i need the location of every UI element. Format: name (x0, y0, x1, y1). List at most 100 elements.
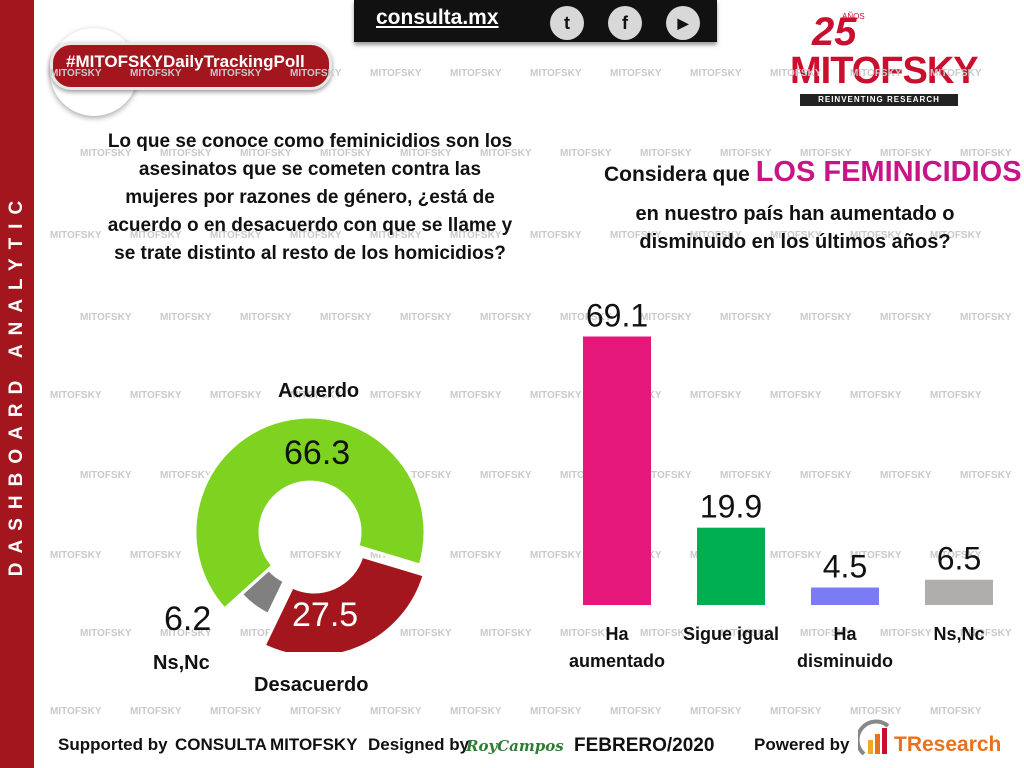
watermark-text: MITOFSKY (880, 148, 932, 159)
facebook-icon[interactable]: f (608, 6, 642, 40)
watermark-text: MITOFSKY (130, 550, 182, 561)
bar-value-label: 69.1 (586, 297, 648, 333)
sidebar: DASHBOARD ANALYTIC (0, 0, 34, 768)
watermark-text: MITOFSKY (320, 312, 372, 323)
watermark-text: MITOFSKY (240, 148, 292, 159)
watermark-text: MITOFSKY (690, 68, 742, 79)
twitter-icon[interactable]: t (550, 6, 584, 40)
logo-anos: AÑOS (842, 12, 865, 21)
bar-sigue-igual (697, 527, 765, 605)
watermark-text: MITOFSKY (960, 628, 1012, 639)
watermark-text: MITOFSKY (80, 628, 132, 639)
footer-designed: Designed by (368, 735, 470, 754)
watermark-text: MITOFSKY (210, 68, 262, 79)
watermark-text: MITOFSKY (640, 148, 692, 159)
tresearch-logo-icon (858, 719, 890, 756)
watermark-text: MITOFSKY (850, 230, 902, 241)
bar-chart: 69.1 Ha aumentado 19.9 Sigue igual 4.5 Ha dismi… (569, 297, 993, 671)
watermark-text: MITOFSKY (960, 148, 1012, 159)
watermark-text: MITOFSKY (560, 312, 612, 323)
watermark-text: MITOFSKY (320, 148, 372, 159)
watermark-text: MITOFSKY (400, 628, 452, 639)
watermark-text: MITOFSKY (770, 390, 822, 401)
watermark-text: MITOFSKY (290, 706, 342, 717)
watermark-text: MITOFSKY (160, 470, 212, 481)
watermark-text: MITOFSKY (80, 470, 132, 481)
header-bar: consulta.mx t f ▶ (354, 0, 717, 42)
watermark-text: MITOFSKY (930, 550, 982, 561)
watermark-text: MITOFSKY (800, 470, 852, 481)
donut-value-nsnc: 6.2 (164, 600, 212, 638)
watermark-text: MITOFSKY (770, 706, 822, 717)
watermark-text: MITOFSKY (560, 148, 612, 159)
watermark-text: MITOFSKY (930, 706, 982, 717)
watermark-text: MITOFSKY (720, 470, 772, 481)
bar-ns-nc (925, 579, 993, 605)
watermark-text: MITOFSKY (160, 312, 212, 323)
watermark-text: MITOFSKY (400, 148, 452, 159)
watermark-text: MITOFSKY (50, 230, 102, 241)
watermark-text: MITOFSKY (400, 312, 452, 323)
watermark-text: MITOFSKY (370, 68, 422, 79)
hashtag-badge: #MITOFSKYDailyTrackingPoll (40, 22, 340, 116)
youtube-icon[interactable]: ▶ (666, 6, 700, 40)
donut-label-desacuerdo: Desacuerdo (254, 674, 369, 696)
donut-slice-acuerdo (193, 415, 427, 612)
bar-category-label: disminuido (797, 651, 893, 671)
donut-slice-desacuerdo (262, 554, 427, 652)
logo-number: 25 (812, 10, 857, 54)
watermark-text: MITOFSKY (960, 470, 1012, 481)
watermark-text: MITOFSKY (610, 68, 662, 79)
watermark-text: MITOFSKY (850, 390, 902, 401)
watermark-text: MITOFSKY (560, 628, 612, 639)
watermark-text: MITOFSKY (370, 390, 422, 401)
hashtag-text: #MITOFSKYDailyTrackingPoll (66, 52, 305, 71)
question-right-highlight: LOS FEMINICIDIOS (755, 156, 1022, 188)
watermark-text: MITOFSKY (880, 628, 932, 639)
watermark-text: MITOFSKY (800, 148, 852, 159)
logo-tagline: REINVENTING RESEARCH (800, 94, 958, 106)
watermark-text: MITOFSKY (800, 312, 852, 323)
watermark-text: MITOFSKY (130, 390, 182, 401)
watermark-text: MITOFSKY (530, 706, 582, 717)
watermark-text: MITOFSKY (720, 312, 772, 323)
donut-label-acuerdo: Acuerdo (278, 380, 360, 402)
bar-value-label: 4.5 (823, 549, 867, 585)
bar-value-label: 6.5 (937, 541, 981, 577)
donut-chart (193, 415, 427, 652)
bar-category-label: Ns,Nc (933, 624, 984, 644)
watermark-text: MITOFSKY (130, 68, 182, 79)
watermark-text: MITOFSKY (160, 628, 212, 639)
watermark-text: MITOFSKY (880, 312, 932, 323)
question-right-prefix: Considera que (604, 163, 756, 186)
watermark-text: MITOFSKY (690, 390, 742, 401)
footer-powered: Powered by (754, 735, 850, 754)
bar-category-label: Sigue igual (683, 624, 779, 644)
watermark-text: MITOFSKY (450, 390, 502, 401)
watermark-text: MITOFSKY (610, 706, 662, 717)
watermark-text: MITOFSKY (850, 550, 902, 561)
watermark-text: MITOFSKY (290, 68, 342, 79)
watermark-text: MITOFSKY (930, 68, 982, 79)
watermark-text: MITOFSKY (480, 628, 532, 639)
watermark-text: MITOFSKY (210, 230, 262, 241)
watermark-text: MITOFSKY (690, 706, 742, 717)
watermark-text: MITOFSKY (370, 230, 422, 241)
logo-name: MITOFSKY (790, 50, 979, 92)
watermark-text: MITOFSKY (640, 628, 692, 639)
watermark-text: MITOFSKY (450, 68, 502, 79)
watermark-text: MITOFSKY (80, 312, 132, 323)
watermark-text: MITOFSKY (720, 148, 772, 159)
watermark-text: MITOFSKY (130, 230, 182, 241)
watermark-text: MITOFSKY (530, 550, 582, 561)
watermark-text: MITOFSKY (930, 390, 982, 401)
watermark-text: MITOFSKY (640, 312, 692, 323)
footer-consulta: CONSULTA (175, 735, 267, 754)
watermark-text: MITOFSKY (50, 68, 102, 79)
watermark-text: MITOFSKY (850, 68, 902, 79)
watermark-text: MITOFSKY (770, 550, 822, 561)
watermark-text: MITOFSKY (210, 390, 262, 401)
watermark-text: MITOFSKY (770, 230, 822, 241)
watermark-text: MITOFSKY (480, 312, 532, 323)
site-link[interactable]: consulta.mx (376, 6, 499, 29)
